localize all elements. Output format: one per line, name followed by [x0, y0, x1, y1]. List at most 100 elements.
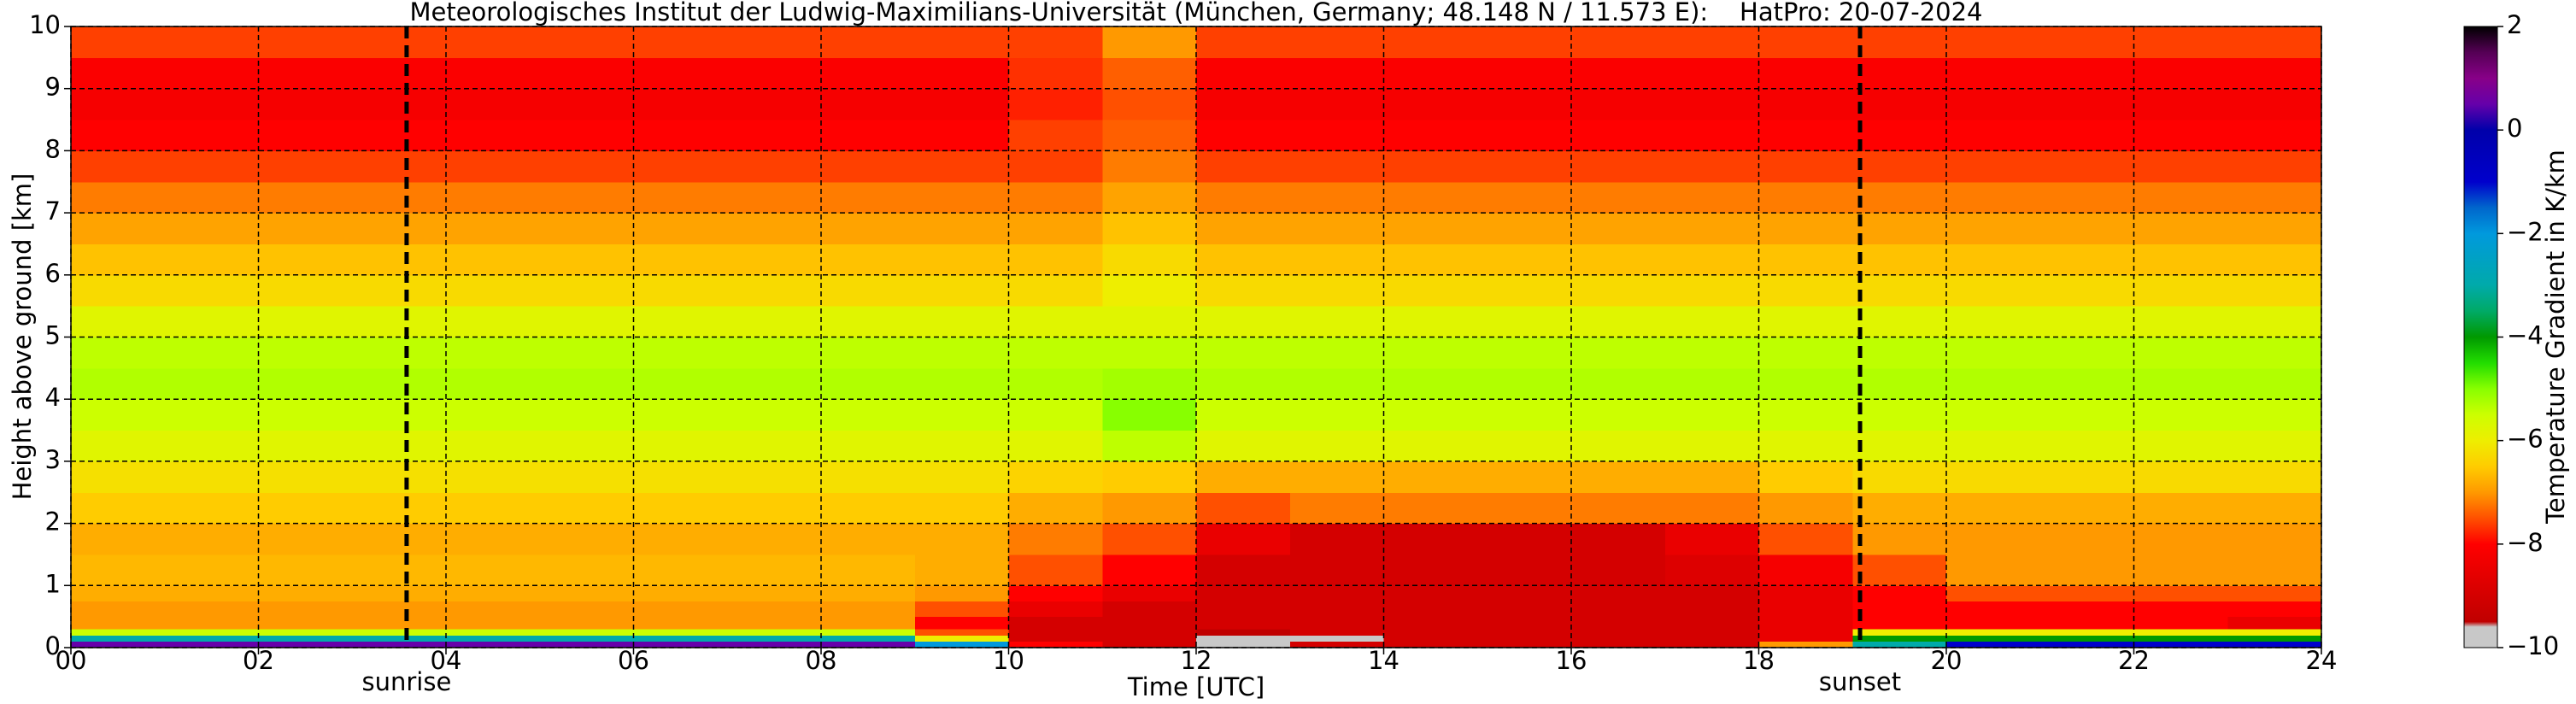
- heatmap-cell: [2133, 601, 2228, 618]
- heatmap-cell: [821, 337, 916, 369]
- heatmap-cell: [164, 399, 259, 431]
- heatmap-cell: [1008, 523, 1103, 555]
- heatmap-cell: [2227, 523, 2322, 555]
- heatmap-cell: [1852, 461, 1947, 493]
- heatmap-cell: [1196, 26, 1291, 58]
- heatmap-cell: [1946, 616, 2041, 630]
- heatmap-cell: [727, 430, 822, 462]
- heatmap-cell: [539, 492, 634, 525]
- heatmap-cell: [71, 181, 166, 214]
- x-tick-label: 16: [1556, 646, 1587, 675]
- heatmap-cell: [1008, 26, 1103, 58]
- heatmap-cell: [727, 616, 822, 630]
- heatmap-cell: [727, 585, 822, 601]
- heatmap-cell: [71, 367, 166, 400]
- heatmap-cell: [1758, 601, 1853, 618]
- heatmap-cell: [258, 57, 353, 90]
- heatmap-cell: [633, 635, 728, 642]
- x-tick-label: 06: [618, 646, 649, 675]
- heatmap-cell: [1383, 243, 1478, 276]
- heatmap-cell: [1852, 337, 1947, 369]
- heatmap-cell: [1571, 554, 1666, 586]
- heatmap-cell: [1196, 399, 1291, 431]
- heatmap-cell: [1289, 399, 1384, 431]
- heatmap-cell: [1196, 635, 1291, 642]
- heatmap-cell: [1758, 367, 1853, 400]
- heatmap-cell: [1477, 337, 1572, 369]
- heatmap-cell: [258, 641, 353, 648]
- heatmap-cell: [1571, 641, 1666, 648]
- heatmap-cell: [2227, 430, 2322, 462]
- heatmap-cell: [914, 150, 1009, 183]
- heatmap-cell: [539, 461, 634, 493]
- heatmap-cell: [1758, 629, 1853, 636]
- heatmap-cell: [1196, 213, 1291, 244]
- heatmap-cell: [727, 554, 822, 586]
- heatmap-cell: [2227, 641, 2322, 648]
- y-tick-label: 2: [45, 507, 61, 537]
- heatmap-cell: [727, 274, 822, 307]
- y-tick-label: 7: [45, 197, 61, 226]
- heatmap-cell: [1008, 616, 1103, 630]
- heatmap-cell: [1758, 461, 1853, 493]
- heatmap-cell: [258, 601, 353, 618]
- heatmap-cell: [1102, 274, 1197, 307]
- heatmap-cell: [539, 306, 634, 337]
- heatmap-cell: [1946, 26, 2041, 58]
- heatmap-cell: [914, 629, 1009, 636]
- heatmap-cell: [821, 585, 916, 601]
- heatmap-cell: [164, 492, 259, 525]
- x-tick-label: 10: [993, 646, 1024, 675]
- heatmap-cell: [1196, 337, 1291, 369]
- heatmap-cell: [1383, 616, 1478, 630]
- x-tick-label: 04: [431, 646, 462, 675]
- heatmap-cell: [1946, 243, 2041, 276]
- heatmap-cell: [914, 181, 1009, 214]
- heatmap-cell: [446, 337, 541, 369]
- heatmap-cell: [1852, 523, 1947, 555]
- heatmap-cell: [1946, 274, 2041, 307]
- heatmap-cell: [1477, 150, 1572, 183]
- heatmap-cell: [1102, 629, 1197, 636]
- heatmap-cell: [1758, 88, 1853, 120]
- heatmap-cell: [1196, 554, 1291, 586]
- heatmap-cell: [1196, 601, 1291, 618]
- colorbar: [2463, 26, 2498, 648]
- heatmap-cell: [633, 616, 728, 630]
- x-tick-label: 12: [1181, 646, 1212, 675]
- heatmap-cell: [539, 399, 634, 431]
- heatmap-cell: [1196, 88, 1291, 120]
- heatmap-cell: [1664, 150, 1759, 183]
- heatmap-cell: [633, 57, 728, 90]
- heatmap-cell: [821, 601, 916, 618]
- heatmap-cell: [914, 243, 1009, 276]
- heatmap-cell: [1664, 88, 1759, 120]
- heatmap-cell: [1477, 399, 1572, 431]
- heatmap-cell: [71, 150, 166, 183]
- heatmap-cell: [2227, 274, 2322, 307]
- heatmap-cell: [1383, 461, 1478, 493]
- heatmap-cell: [821, 243, 916, 276]
- heatmap-cell: [2227, 120, 2322, 151]
- heatmap-cell: [1758, 635, 1853, 642]
- heatmap-cell: [258, 213, 353, 244]
- heatmap-cell: [446, 399, 541, 431]
- heatmap-cell: [633, 629, 728, 636]
- heatmap-cell: [821, 635, 916, 642]
- heatmap-cell: [1008, 635, 1103, 642]
- heatmap-cell: [633, 601, 728, 618]
- heatmap-cell: [821, 629, 916, 636]
- heatmap-cell: [539, 629, 634, 636]
- heatmap-cell: [71, 523, 166, 555]
- heatmap-cell: [164, 88, 259, 120]
- heatmap-cell: [258, 367, 353, 400]
- heatmap-cell: [1664, 274, 1759, 307]
- heatmap-cell: [1758, 120, 1853, 151]
- heatmap-cell: [258, 26, 353, 58]
- heatmap-cell: [164, 181, 259, 214]
- heatmap-cell: [1289, 430, 1384, 462]
- heatmap-cell: [1289, 492, 1384, 525]
- heatmap-cell: [727, 461, 822, 493]
- heatmap-cell: [1196, 629, 1291, 636]
- colorbar-tick-label: 2: [2507, 10, 2522, 39]
